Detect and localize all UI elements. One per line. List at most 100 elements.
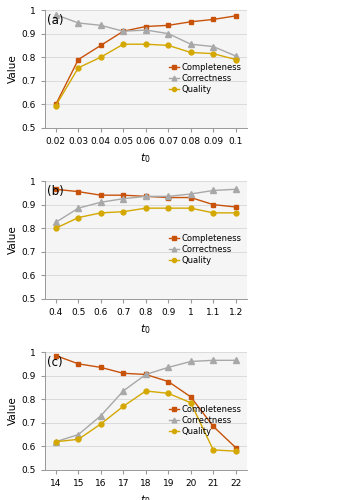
Quality xyxy=(99,210,103,216)
Correctness xyxy=(76,205,80,211)
Completeness xyxy=(121,370,125,376)
Quality xyxy=(121,41,125,47)
Quality xyxy=(234,210,238,216)
Line: Quality: Quality xyxy=(54,206,238,231)
Quality xyxy=(166,42,170,48)
Correctness xyxy=(54,220,58,226)
Completeness xyxy=(166,22,170,28)
Correctness xyxy=(76,432,80,438)
Quality xyxy=(211,50,215,56)
X-axis label: $t_0$: $t_0$ xyxy=(140,494,151,500)
Quality xyxy=(144,388,148,394)
Legend: Completeness, Correctness, Quality: Completeness, Correctness, Quality xyxy=(169,62,243,95)
Y-axis label: Value: Value xyxy=(9,226,19,254)
Quality xyxy=(99,421,103,427)
Line: Completeness: Completeness xyxy=(54,14,238,107)
Correctness xyxy=(99,200,103,205)
Quality xyxy=(76,65,80,71)
Completeness xyxy=(54,102,58,107)
Completeness xyxy=(211,16,215,22)
Completeness xyxy=(144,194,148,200)
Completeness xyxy=(54,186,58,192)
Completeness xyxy=(99,192,103,198)
Completeness xyxy=(76,56,80,62)
Correctness xyxy=(189,191,193,197)
Completeness xyxy=(144,372,148,378)
Quality xyxy=(121,208,125,214)
Quality xyxy=(54,438,58,444)
X-axis label: $t_0$: $t_0$ xyxy=(140,322,151,336)
Quality xyxy=(99,54,103,60)
Completeness xyxy=(234,444,238,450)
Quality xyxy=(211,210,215,216)
Correctness xyxy=(234,186,238,192)
Quality xyxy=(189,205,193,211)
Correctness xyxy=(166,194,170,200)
Y-axis label: Value: Value xyxy=(9,396,19,426)
Text: (b): (b) xyxy=(47,184,63,198)
Line: Quality: Quality xyxy=(54,42,238,108)
Completeness xyxy=(189,194,193,200)
Correctness xyxy=(211,44,215,50)
Line: Correctness: Correctness xyxy=(53,12,238,59)
Correctness xyxy=(76,20,80,26)
Text: (a): (a) xyxy=(47,14,63,26)
Completeness xyxy=(144,24,148,30)
Correctness xyxy=(144,372,148,378)
Correctness xyxy=(166,30,170,36)
Completeness xyxy=(166,194,170,200)
Correctness xyxy=(144,27,148,33)
Y-axis label: Value: Value xyxy=(9,54,19,84)
Completeness xyxy=(99,42,103,48)
Quality xyxy=(121,404,125,409)
Quality xyxy=(189,400,193,406)
Completeness xyxy=(211,202,215,207)
Correctness xyxy=(211,188,215,194)
Quality xyxy=(234,56,238,62)
Legend: Completeness, Correctness, Quality: Completeness, Correctness, Quality xyxy=(169,233,243,266)
Line: Completeness: Completeness xyxy=(54,353,238,450)
Correctness xyxy=(121,388,125,394)
Completeness xyxy=(76,188,80,194)
Quality xyxy=(166,390,170,396)
Quality xyxy=(76,214,80,220)
Correctness xyxy=(99,22,103,28)
Completeness xyxy=(234,204,238,210)
Correctness xyxy=(234,358,238,364)
Completeness xyxy=(211,424,215,430)
Legend: Completeness, Correctness, Quality: Completeness, Correctness, Quality xyxy=(169,404,243,437)
Quality xyxy=(211,447,215,453)
X-axis label: $t_0$: $t_0$ xyxy=(140,152,151,166)
Completeness xyxy=(76,361,80,367)
Quality xyxy=(144,41,148,47)
Correctness xyxy=(234,53,238,59)
Line: Correctness: Correctness xyxy=(53,358,238,444)
Text: (c): (c) xyxy=(47,356,62,368)
Quality xyxy=(234,448,238,454)
Completeness xyxy=(121,28,125,34)
Line: Quality: Quality xyxy=(54,388,238,454)
Correctness xyxy=(54,12,58,18)
Correctness xyxy=(189,41,193,47)
Completeness xyxy=(189,394,193,400)
Completeness xyxy=(54,352,58,358)
Line: Correctness: Correctness xyxy=(53,186,238,225)
Completeness xyxy=(189,19,193,25)
Quality xyxy=(166,205,170,211)
Correctness xyxy=(54,438,58,444)
Quality xyxy=(54,102,58,108)
Quality xyxy=(189,50,193,56)
Completeness xyxy=(234,13,238,19)
Completeness xyxy=(99,364,103,370)
Correctness xyxy=(121,196,125,202)
Correctness xyxy=(211,358,215,364)
Quality xyxy=(144,205,148,211)
Correctness xyxy=(189,358,193,364)
Correctness xyxy=(166,364,170,370)
Correctness xyxy=(99,412,103,418)
Quality xyxy=(54,225,58,231)
Line: Completeness: Completeness xyxy=(54,187,238,210)
Correctness xyxy=(121,28,125,34)
Completeness xyxy=(166,378,170,384)
Completeness xyxy=(121,192,125,198)
